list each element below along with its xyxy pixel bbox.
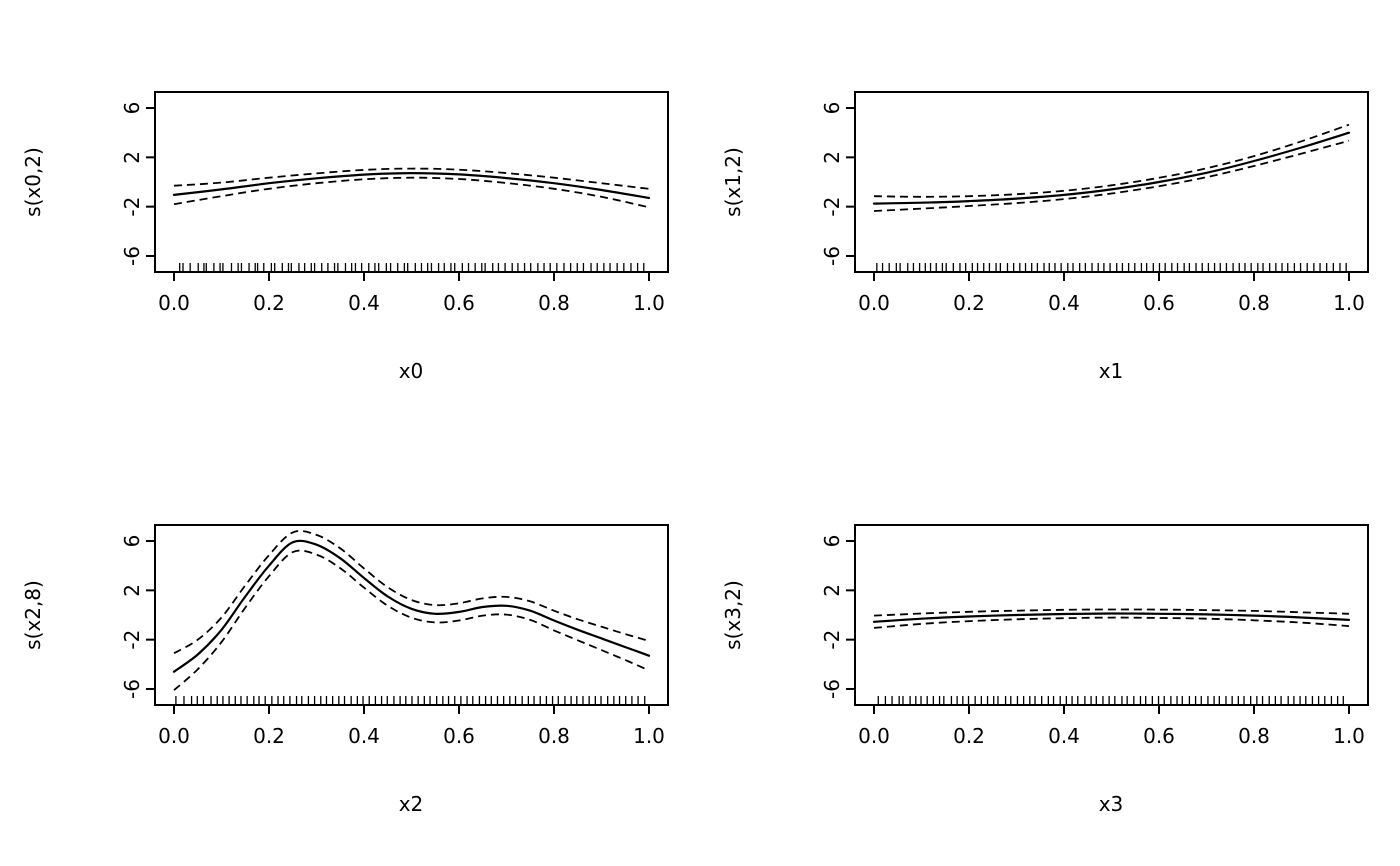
y-tick-label: -6 (820, 679, 844, 699)
plot-box (154, 524, 669, 706)
fit-line (872, 131, 1351, 205)
panel-s-x0: s(x0,2) x0 0.0 0.2 0.4 0.6 0.8 1.0 -6 -2 2 6 (0, 0, 700, 433)
y-tick-label: 6 (120, 102, 144, 115)
x-tick-label: 0.4 (1048, 724, 1080, 748)
x-tick-label: 0.2 (953, 724, 985, 748)
lower-ci-line (873, 139, 1350, 212)
x-tick-label: 0.2 (253, 724, 285, 748)
y-tick-label: 6 (820, 102, 844, 115)
y-tick-label: 6 (820, 535, 844, 548)
x-axis-label: x2 (399, 792, 424, 816)
y-tick-label: -2 (820, 197, 844, 217)
plot-area: 0.0 0.2 0.4 0.6 0.8 1.0 -6 -2 2 6 (820, 524, 1369, 748)
x-tick-label: 0.2 (253, 291, 285, 315)
x-tick-label: 0.8 (538, 724, 570, 748)
x-tick-label: 0.4 (348, 724, 380, 748)
lower-ci-line (173, 549, 650, 691)
x-tick-label: 0.6 (443, 724, 475, 748)
plot-area: 0.0 0.2 0.4 0.6 0.8 1.0 -6 -2 2 6 (120, 91, 669, 315)
x-tick-label: 1.0 (633, 291, 665, 315)
x-tick-label: 0.0 (158, 291, 190, 315)
x-axis-label: x3 (1099, 792, 1124, 816)
x-tick-label: 0.6 (1143, 291, 1175, 315)
y-tick-label: -2 (120, 197, 144, 217)
upper-ci-line (873, 123, 1350, 198)
x-tick-label: 0.4 (348, 291, 380, 315)
y-tick-label: 6 (120, 535, 144, 548)
y-axis-label: s(x0,2) (21, 147, 45, 217)
x-tick-label: 0.0 (158, 724, 190, 748)
y-axis-label: s(x3,2) (721, 580, 745, 650)
plot-box (154, 91, 669, 273)
y-axis-label: s(x1,2) (721, 147, 745, 217)
x-tick-label: 0.8 (1238, 291, 1270, 315)
x-tick-label: 1.0 (1333, 291, 1365, 315)
plot-s-x1: s(x1,2) x1 0.0 0.2 0.4 0.6 0.8 1.0 -6 -2 2 6 (721, 91, 1369, 383)
lower-ci-line (873, 616, 1350, 629)
x-tick-label: 0.6 (443, 291, 475, 315)
fit-line (872, 612, 1351, 623)
y-tick-label: -6 (820, 246, 844, 266)
fit-line (172, 171, 651, 200)
x-tick-label: 0.8 (1238, 724, 1270, 748)
y-tick-label: -6 (120, 679, 144, 699)
plot-box (854, 91, 1369, 273)
x-tick-label: 0.8 (538, 291, 570, 315)
x-tick-label: 1.0 (1333, 724, 1365, 748)
fit-line (172, 539, 651, 673)
upper-ci-line (873, 608, 1350, 617)
panel-s-x1: s(x1,2) x1 0.0 0.2 0.4 0.6 0.8 1.0 -6 -2 2 6 (700, 0, 1400, 433)
plot-s-x0: s(x0,2) x0 0.0 0.2 0.4 0.6 0.8 1.0 -6 -2 2 6 (21, 91, 669, 383)
panel-s-x2: s(x2,8) x2 0.0 0.2 0.4 0.6 0.8 1.0 -6 -2 2 6 (0, 433, 700, 866)
x-tick-label: 0.6 (1143, 724, 1175, 748)
y-axis-label: s(x2,8) (21, 580, 45, 650)
x-tick-label: 0.0 (858, 724, 890, 748)
x-tick-label: 0.2 (953, 291, 985, 315)
x-axis-label: x0 (399, 359, 424, 383)
x-tick-label: 0.4 (1048, 291, 1080, 315)
y-tick-label: 2 (820, 151, 844, 164)
plot-area: 0.0 0.2 0.4 0.6 0.8 1.0 -6 -2 2 6 (120, 524, 669, 748)
y-tick-label: -2 (820, 630, 844, 650)
x-tick-label: 1.0 (633, 724, 665, 748)
upper-ci-line (173, 530, 650, 654)
upper-ci-line (173, 167, 650, 190)
y-tick-label: 2 (820, 584, 844, 597)
y-tick-label: 2 (120, 584, 144, 597)
panel-s-x3: s(x3,2) x3 0.0 0.2 0.4 0.6 0.8 1.0 -6 -2 2 6 (700, 433, 1400, 866)
x-axis-label: x1 (1099, 359, 1124, 383)
y-tick-label: -2 (120, 630, 144, 650)
plot-s-x2: s(x2,8) x2 0.0 0.2 0.4 0.6 0.8 1.0 -6 -2 2 6 (21, 524, 669, 816)
y-tick-label: -6 (120, 246, 144, 266)
lower-ci-line (173, 176, 650, 209)
x-tick-label: 0.0 (858, 291, 890, 315)
y-tick-label: 2 (120, 151, 144, 164)
plot-area: 0.0 0.2 0.4 0.6 0.8 1.0 -6 -2 2 6 (820, 91, 1369, 315)
plot-box (854, 524, 1369, 706)
plot-s-x3: s(x3,2) x3 0.0 0.2 0.4 0.6 0.8 1.0 -6 -2 2 6 (721, 524, 1369, 816)
